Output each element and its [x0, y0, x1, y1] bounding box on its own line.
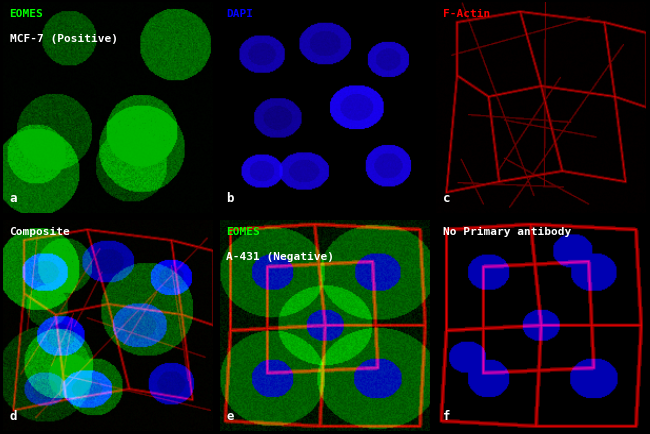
Text: MCF-7 (Positive): MCF-7 (Positive)	[10, 34, 118, 44]
Text: b: b	[226, 192, 233, 205]
Text: EOMES: EOMES	[226, 227, 260, 237]
Text: Composite: Composite	[10, 227, 70, 237]
Text: e: e	[226, 411, 233, 423]
Text: A-431 (Negative): A-431 (Negative)	[226, 252, 334, 262]
Text: EOMES: EOMES	[10, 9, 44, 19]
Text: F-Actin: F-Actin	[443, 9, 490, 19]
Text: a: a	[10, 192, 17, 205]
Text: f: f	[443, 411, 450, 423]
Text: DAPI: DAPI	[226, 9, 253, 19]
Text: No Primary antibody: No Primary antibody	[443, 227, 571, 237]
Text: d: d	[10, 411, 17, 423]
Text: c: c	[443, 192, 450, 205]
